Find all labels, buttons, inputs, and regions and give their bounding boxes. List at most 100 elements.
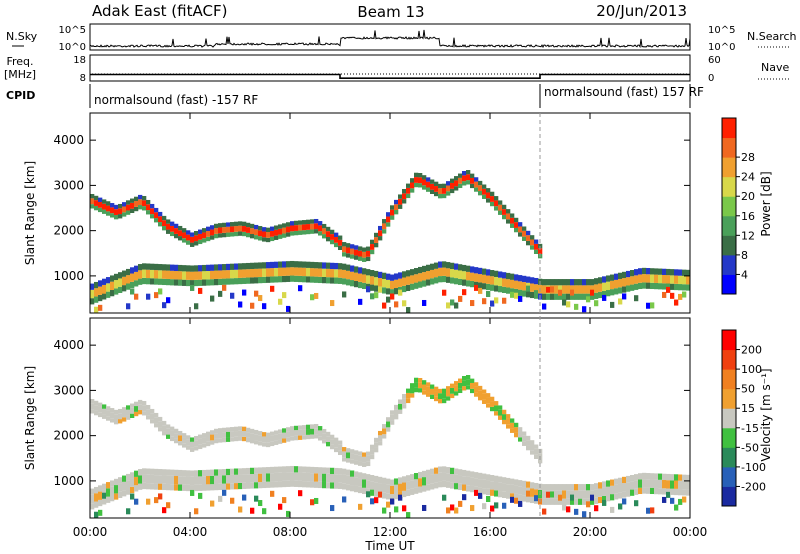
velocity-cell bbox=[562, 504, 567, 511]
velocity-cell bbox=[498, 415, 503, 420]
power-cell bbox=[590, 279, 595, 286]
velocity-cell bbox=[554, 484, 559, 491]
velocity-cell bbox=[194, 476, 199, 485]
power-cell bbox=[210, 264, 215, 271]
velocity-cell bbox=[546, 484, 551, 491]
power-cell bbox=[406, 276, 411, 285]
power-cell bbox=[534, 239, 539, 244]
power-cell bbox=[358, 281, 363, 289]
velocity-cell bbox=[666, 488, 671, 495]
velocity-cell bbox=[662, 488, 667, 495]
velocity-cell bbox=[474, 382, 479, 387]
velocity-cell bbox=[278, 433, 283, 440]
velocity-cell bbox=[222, 475, 227, 484]
power-cell bbox=[530, 239, 535, 246]
velocity-cell bbox=[238, 474, 243, 483]
power-cell bbox=[226, 222, 231, 227]
velocity-cell bbox=[614, 478, 619, 485]
velocity-cell bbox=[430, 388, 435, 395]
velocity-cell bbox=[354, 450, 359, 455]
power-cell bbox=[554, 279, 559, 286]
velocity-cell bbox=[134, 498, 139, 505]
velocity-cell bbox=[202, 437, 207, 444]
power-cell bbox=[286, 226, 291, 233]
velocity-cell bbox=[630, 475, 635, 482]
power-cell bbox=[338, 269, 343, 278]
velocity-cell bbox=[410, 387, 415, 394]
power-cell bbox=[210, 279, 215, 286]
velocity-cell bbox=[310, 473, 315, 482]
velocity-cell bbox=[322, 481, 327, 489]
velocity-cell bbox=[190, 485, 195, 492]
power-cell bbox=[494, 285, 499, 292]
velocity-cell bbox=[402, 490, 407, 498]
power-cell bbox=[258, 295, 263, 302]
velocity-cell bbox=[150, 413, 155, 420]
colorbar-tick-label: 24 bbox=[741, 171, 755, 184]
power-cell bbox=[394, 288, 399, 295]
power-cell bbox=[682, 284, 687, 291]
power-cell bbox=[510, 217, 515, 224]
power-cell bbox=[346, 279, 351, 286]
power-cell bbox=[370, 284, 375, 291]
power-cell bbox=[118, 286, 123, 293]
velocity-cell bbox=[434, 467, 439, 474]
velocity-cell bbox=[322, 428, 327, 434]
power-cell bbox=[510, 213, 515, 218]
power-cell bbox=[426, 177, 431, 182]
velocity-cell bbox=[90, 398, 95, 404]
power-cell bbox=[450, 262, 455, 270]
power-cell bbox=[382, 287, 387, 294]
velocity-cell bbox=[298, 425, 303, 430]
yaxis-tick-label: 1000 bbox=[53, 474, 84, 488]
power-cell bbox=[146, 199, 151, 205]
velocity-cell bbox=[138, 469, 143, 476]
power-cell bbox=[646, 274, 651, 283]
velocity-cell bbox=[122, 490, 127, 497]
power-cell bbox=[126, 303, 131, 310]
power-cell bbox=[586, 279, 591, 286]
power-cell bbox=[418, 281, 423, 288]
power-cell bbox=[242, 277, 247, 284]
velocity-cell bbox=[522, 495, 527, 502]
power-cell bbox=[262, 303, 267, 310]
velocity-cell bbox=[494, 481, 499, 491]
velocity-cell bbox=[550, 498, 555, 505]
power-cell bbox=[526, 276, 531, 283]
velocity-cell bbox=[126, 409, 131, 416]
power-cell bbox=[198, 265, 203, 272]
velocity-cell bbox=[386, 417, 391, 422]
power-cell bbox=[286, 222, 291, 227]
power-cell bbox=[414, 282, 419, 289]
velocity-cell bbox=[490, 505, 495, 512]
velocity-cell bbox=[294, 466, 299, 473]
velocity-cell bbox=[674, 488, 679, 496]
power-cell bbox=[250, 262, 255, 270]
colorbar-swatch bbox=[722, 176, 736, 197]
power-cell bbox=[390, 205, 395, 210]
power-cell bbox=[234, 269, 239, 279]
velocity-cell bbox=[518, 500, 523, 507]
power-cell bbox=[274, 229, 279, 236]
power-cell bbox=[90, 193, 95, 199]
power-cell bbox=[270, 268, 275, 277]
velocity-cell bbox=[266, 437, 271, 443]
power-cell bbox=[338, 277, 343, 284]
power-cell bbox=[246, 262, 251, 270]
velocity-cell bbox=[278, 439, 283, 444]
power-cell bbox=[498, 204, 503, 211]
velocity-cell bbox=[322, 439, 327, 444]
velocity-cell bbox=[562, 490, 567, 499]
power-cell bbox=[230, 226, 235, 233]
velocity-cell bbox=[418, 478, 423, 487]
power-cell bbox=[458, 173, 463, 178]
velocity-cell bbox=[470, 382, 475, 389]
power-cell bbox=[194, 279, 199, 287]
power-cell bbox=[238, 269, 243, 278]
power-cell bbox=[550, 286, 555, 293]
velocity-cell bbox=[190, 437, 195, 442]
power-cell bbox=[94, 200, 99, 206]
power-cell bbox=[110, 203, 115, 208]
power-cell bbox=[534, 284, 539, 293]
